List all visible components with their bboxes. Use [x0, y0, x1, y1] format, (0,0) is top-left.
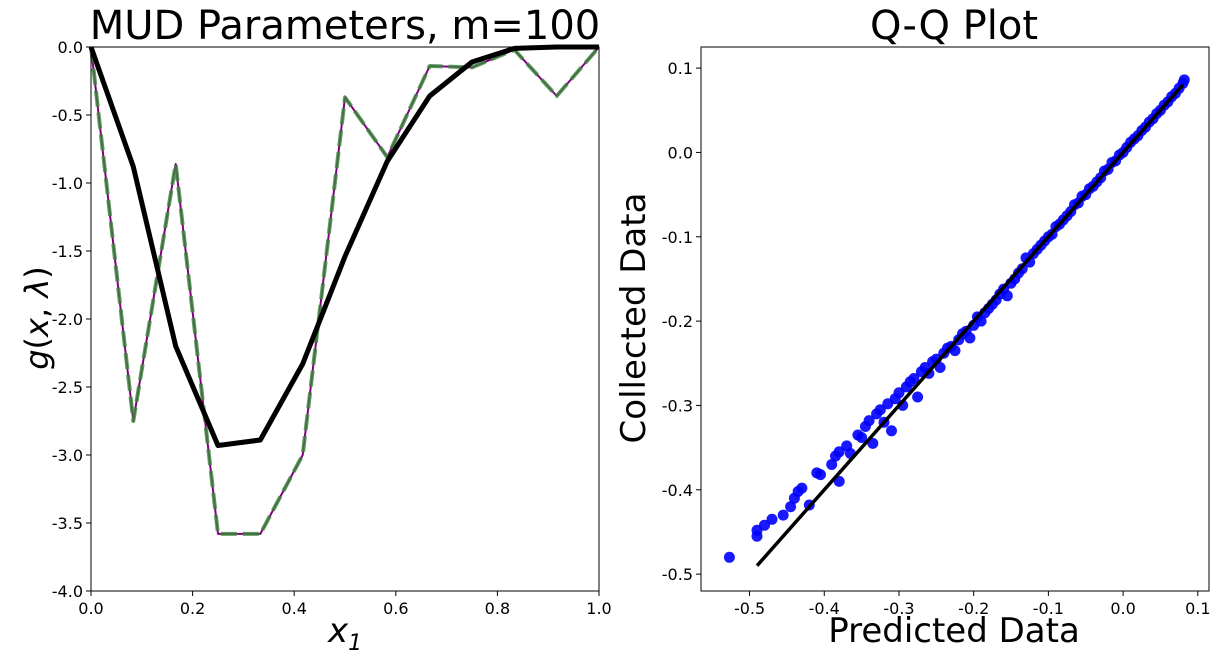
left-y-tick-label: -4.0 [52, 582, 83, 601]
right-x-tick-label: -0.4 [809, 599, 840, 618]
left-x-tick-label: 0.0 [78, 599, 103, 618]
right-axes-frame [700, 46, 1210, 592]
left-title: MUD Parameters, m=100 [90, 3, 601, 49]
right-y-tick-label: -0.5 [662, 565, 693, 584]
right-x-tick-label: -0.1 [1033, 599, 1064, 618]
scatter-point [964, 332, 976, 344]
scatter-point [912, 391, 924, 403]
right-y-axis-label: Collected Data [614, 193, 654, 444]
left-y-tick-label: -3.0 [52, 446, 83, 465]
right-plot: Q-Q Plot -0.5 -0.4 -0.3 -0.2 -0.1 0.0 0.1 0.10… [614, 3, 1211, 651]
scatter-point [1001, 290, 1013, 302]
scatter-point [893, 387, 905, 399]
left-y-tick-label: -2.0 [52, 310, 83, 329]
right-points-group [723, 74, 1190, 563]
left-y-ticks: 0.0 -0.5 -1.0 -1.5 -2.0 -2.5 -3.0 -3.5 -4.0 [52, 38, 91, 601]
scatter-point [785, 501, 797, 513]
right-y-tick-label: -0.1 [662, 228, 693, 247]
right-x-tick-label: 0.0 [1110, 599, 1135, 618]
scatter-point [796, 482, 808, 494]
right-y-tick-label: 0.0 [668, 143, 693, 162]
left-y-tick-label: -0.5 [52, 106, 83, 125]
right-y-tick-label: -0.3 [662, 396, 693, 415]
left-y-tick-label: -1.5 [52, 242, 83, 261]
left-y-tick-label: -1.0 [52, 174, 83, 193]
left-x-tick-label: 0.6 [383, 599, 408, 618]
left-y-axis-label: g(x, λ) [18, 266, 56, 370]
left-x-tick-label: 0.8 [485, 599, 510, 618]
right-y-ticks: 0.1 0.0 -0.1 -0.2 -0.3 -0.4 -0.5 [662, 59, 701, 584]
left-x-ticks: 0.0 0.2 0.4 0.6 0.8 1.0 [78, 591, 612, 618]
left-series-group [88, 44, 601, 536]
left-y-tick-label: -3.5 [52, 514, 83, 533]
right-x-axis-label: Predicted Data [828, 611, 1080, 651]
left-x-axis-label: x1 [327, 611, 362, 655]
scatter-point [777, 509, 789, 521]
scatter-point [723, 551, 735, 563]
left-x-tick-label: 1.0 [586, 599, 611, 618]
right-x-tick-label: -0.5 [734, 599, 765, 618]
right-y-tick-label: 0.1 [668, 59, 693, 78]
right-x-ticks: -0.5 -0.4 -0.3 -0.2 -0.1 0.0 0.1 [734, 591, 1211, 618]
scatter-point [1178, 74, 1190, 86]
right-x-tick-label: -0.3 [883, 599, 914, 618]
scatter-point [826, 459, 838, 470]
right-plot-area [700, 46, 1210, 592]
scatter-point [815, 469, 826, 481]
scatter-point [766, 513, 778, 525]
left-series-line-solid [88, 44, 599, 448]
left-series-line-solid-thin [90, 46, 600, 535]
left-plot: MUD Parameters, m=100 0.0 0.2 0.4 0.6 0.8 1.0… [18, 3, 612, 655]
scatter-point [856, 432, 868, 443]
right-y-tick-label: -0.4 [662, 481, 693, 500]
left-x-tick-label: 0.2 [180, 599, 205, 618]
left-plot-area [88, 44, 601, 592]
right-x-tick-label: 0.1 [1185, 599, 1210, 618]
scatter-point [874, 404, 886, 416]
scatter-point [886, 425, 897, 437]
scatter-point [833, 446, 845, 458]
right-x-tick-label: -0.2 [958, 599, 989, 618]
reference-line [755, 83, 1185, 567]
right-y-tick-label: -0.2 [662, 312, 693, 331]
scatter-point [863, 415, 875, 427]
left-x-tick-label: 0.4 [281, 599, 306, 618]
scatter-point [759, 519, 770, 531]
left-series-line-dashed [89, 45, 601, 536]
scatter-point [908, 373, 920, 384]
right-title: Q-Q Plot [870, 3, 1038, 49]
left-y-tick-label: -2.5 [52, 378, 83, 397]
left-y-tick-label: 0.0 [58, 38, 83, 57]
